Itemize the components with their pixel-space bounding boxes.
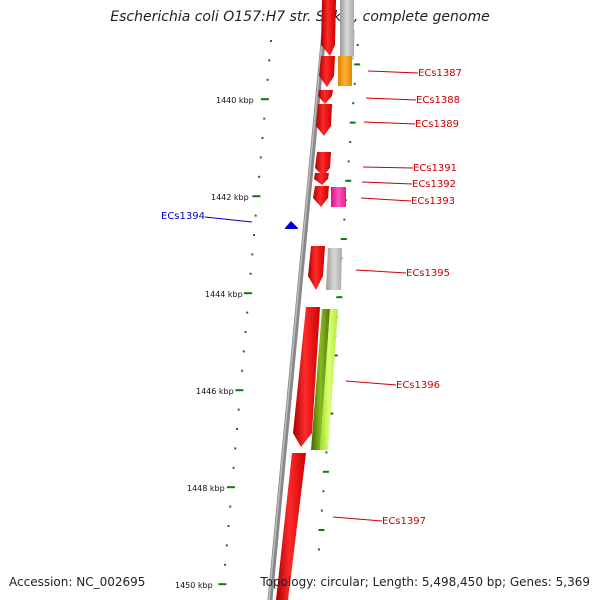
forward-genes <box>276 0 336 600</box>
accession-text: Accession: NC_002695 <box>9 575 146 589</box>
position-tick <box>253 234 255 236</box>
position-tick <box>354 63 361 66</box>
position-tick <box>352 102 355 105</box>
position-tick <box>318 529 325 531</box>
kbp-label-1442: 1442 kbp <box>211 193 249 202</box>
position-tick <box>331 354 338 357</box>
gene-grey-1395 <box>326 248 342 290</box>
position-tick <box>340 238 347 240</box>
position-tick <box>246 311 249 314</box>
position-tick <box>343 218 346 221</box>
gene-red-1388b <box>318 90 333 104</box>
topology-text: Topology: circular; Length: 5,498,450 bp… <box>260 575 590 589</box>
position-tick <box>336 296 343 299</box>
position-tick <box>349 141 352 143</box>
position-tick <box>242 350 245 353</box>
position-tick <box>266 78 269 81</box>
kbp-label-1444: 1444 kbp <box>205 290 243 299</box>
position-tick <box>237 408 240 411</box>
gene-red-1395 <box>308 246 325 290</box>
gene-red-1397 <box>276 453 306 600</box>
kbp-label-1448: 1448 kbp <box>187 484 225 493</box>
position-tick <box>356 44 359 46</box>
position-tick <box>254 214 257 217</box>
gene-pink-1393 <box>331 187 346 207</box>
gene-grey-top <box>340 0 354 56</box>
position-tick <box>224 563 227 566</box>
position-tick <box>268 59 271 62</box>
position-tick <box>345 179 352 182</box>
gene-red-1389 <box>316 104 332 136</box>
kbp-label-1446: 1446 kbp <box>196 387 234 396</box>
gene-red-1392 <box>314 173 329 185</box>
kbp-label-1450: 1450 kbp <box>175 581 213 590</box>
gene-label-ecs1394: ECs1394 <box>161 211 205 222</box>
position-tick <box>252 195 261 198</box>
gene-label-ecs1393: ECs1393 <box>411 196 455 207</box>
gene-label-ecs1397: ECs1397 <box>382 516 426 527</box>
gene-label-ecs1389: ECs1389 <box>415 119 459 130</box>
position-tick <box>218 583 227 586</box>
gene-label-ecs1395: ECs1395 <box>406 268 450 279</box>
position-tick <box>322 470 329 473</box>
position-tick <box>263 117 266 120</box>
position-tick <box>243 292 252 295</box>
position-tick <box>236 428 238 430</box>
gene-green-1396 <box>311 309 330 450</box>
gene-lime-1396 <box>320 309 338 450</box>
label-connectors <box>204 70 419 522</box>
position-tick <box>234 447 237 450</box>
gene-orange-1387 <box>338 56 352 86</box>
reverse-genes <box>311 0 354 450</box>
position-tick <box>235 389 244 392</box>
position-tick <box>244 331 247 333</box>
position-tick <box>261 137 264 139</box>
genome-title: Escherichia coli O157:H7 str. Sakai, com… <box>110 9 490 25</box>
gene-red-1396 <box>293 307 320 447</box>
gene-red-1393 <box>313 186 329 207</box>
position-tick <box>347 160 350 163</box>
position-tick <box>241 369 244 372</box>
position-tick <box>320 509 323 512</box>
position-tick <box>270 40 272 42</box>
gene-label-ecs1391: ECs1391 <box>413 163 457 174</box>
position-tick <box>232 466 235 469</box>
kbp-label-1440: 1440 kbp <box>216 96 254 105</box>
gene-red-1388a <box>319 56 335 87</box>
position-tick <box>322 490 325 493</box>
position-tick <box>249 272 252 275</box>
position-tick <box>353 82 356 85</box>
position-tick <box>260 98 269 101</box>
position-tick <box>225 544 228 547</box>
position-tick <box>349 121 356 124</box>
position-tick <box>226 486 235 489</box>
position-tick <box>229 505 232 508</box>
gene-red-1391 <box>315 152 331 176</box>
position-tick <box>251 253 254 256</box>
gene-label-ecs1387: ECs1387 <box>418 68 462 79</box>
position-tick <box>227 525 230 527</box>
gene-label-ecs1392: ECs1392 <box>412 179 456 190</box>
kbp-labels: 1440 kbp 1442 kbp 1444 kbp 1446 kbp 1448… <box>175 96 254 590</box>
position-tick <box>258 175 261 178</box>
gene-label-ecs1396: ECs1396 <box>396 380 440 391</box>
position-tick <box>325 451 328 454</box>
position-tick <box>259 156 262 159</box>
gene-labels: ECs1387 ECs1388 ECs1389 ECs1391 ECs1392 … <box>161 68 462 527</box>
genome-backbone-highlight <box>268 0 327 600</box>
position-tick <box>317 548 320 551</box>
feature-ecs1394 <box>285 221 298 229</box>
gene-label-ecs1388: ECs1388 <box>416 95 460 106</box>
gene-red-1 <box>321 0 336 56</box>
